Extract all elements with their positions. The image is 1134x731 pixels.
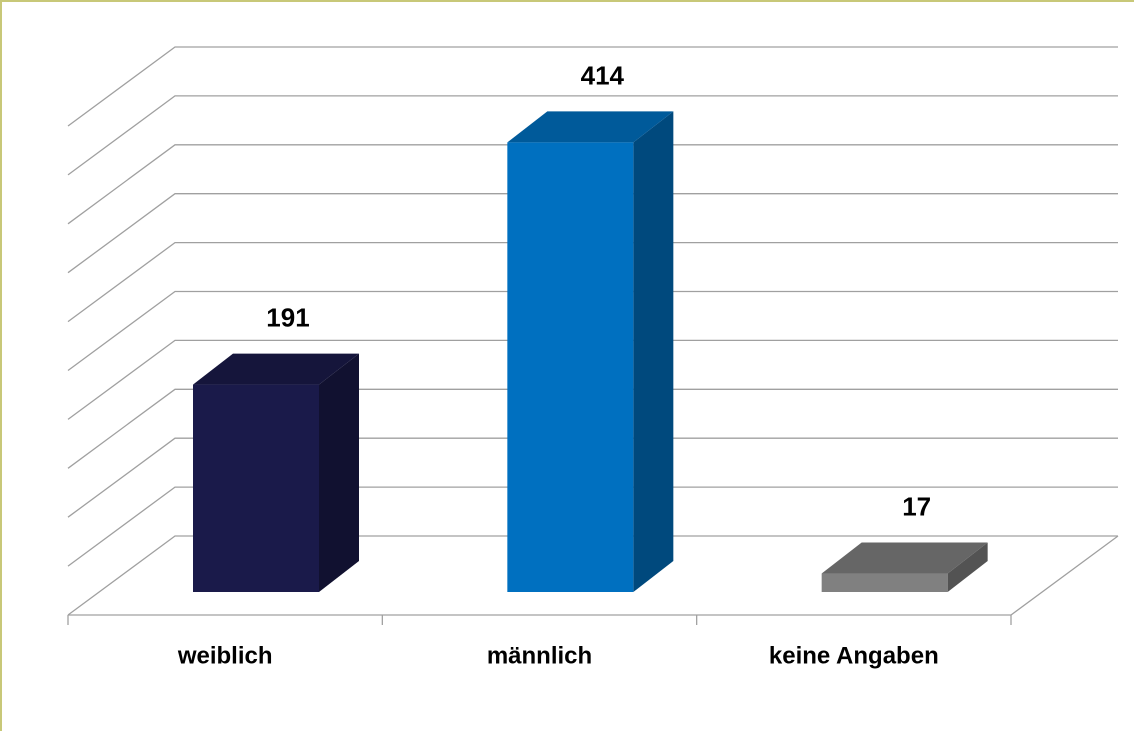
value-label: 414 (581, 60, 625, 90)
x-tick-label: männlich (487, 642, 592, 669)
grid-line (67, 95, 1118, 176)
grid-line (67, 290, 1118, 372)
grid-line (67, 144, 1118, 225)
bar (507, 142, 634, 592)
grid-line (67, 486, 1118, 567)
bar-top (507, 111, 674, 143)
grid-line (67, 535, 1118, 616)
grid-line (67, 46, 1118, 127)
bar-top (193, 353, 359, 385)
grid-line (67, 241, 1118, 323)
value-label: 17 (902, 491, 931, 521)
x-tick-label: keine Angaben (769, 642, 939, 669)
grid-line (67, 339, 1118, 420)
bar-side (947, 542, 988, 592)
bar (821, 573, 948, 592)
grid-line (67, 193, 1118, 274)
grid-line (67, 437, 1118, 518)
bar-side (319, 353, 359, 592)
x-tick-label: weiblich (177, 642, 273, 669)
bar-top (821, 542, 988, 574)
grid-line (67, 388, 1118, 469)
bar (193, 384, 319, 592)
value-label: 191 (266, 302, 309, 332)
bar-side (633, 111, 674, 593)
